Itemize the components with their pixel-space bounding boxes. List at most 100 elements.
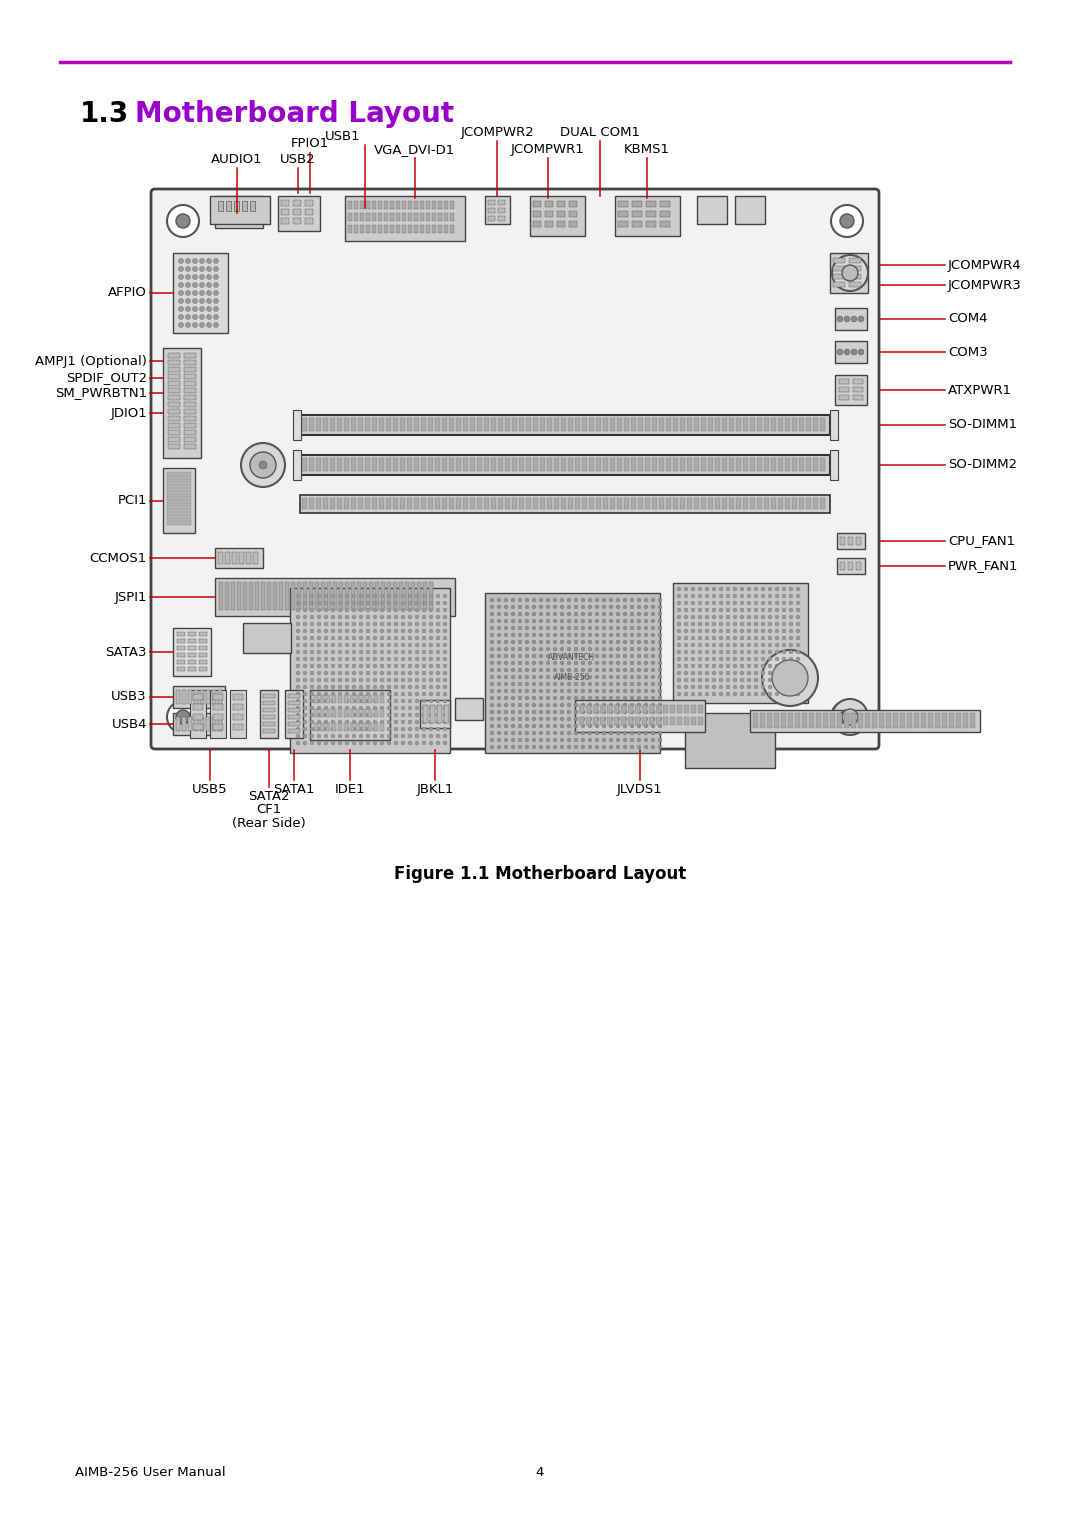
Circle shape <box>497 667 501 672</box>
Circle shape <box>345 692 349 696</box>
Circle shape <box>490 654 494 658</box>
Circle shape <box>504 696 508 699</box>
Circle shape <box>303 657 307 661</box>
Circle shape <box>630 605 634 609</box>
Bar <box>694 498 699 508</box>
Bar <box>291 582 295 609</box>
Bar <box>378 224 382 234</box>
Circle shape <box>719 692 723 696</box>
Circle shape <box>373 615 377 618</box>
Bar <box>417 582 421 609</box>
Circle shape <box>352 741 356 745</box>
Bar <box>372 224 376 234</box>
Circle shape <box>602 599 606 602</box>
Bar <box>390 202 394 209</box>
Bar <box>649 718 654 725</box>
Circle shape <box>740 615 744 618</box>
FancyBboxPatch shape <box>151 189 879 750</box>
Bar <box>309 418 314 431</box>
Circle shape <box>436 637 440 640</box>
Circle shape <box>553 675 557 680</box>
Circle shape <box>532 605 536 609</box>
Bar <box>414 498 419 508</box>
Bar <box>456 418 461 431</box>
Circle shape <box>408 651 411 654</box>
Circle shape <box>644 634 648 637</box>
Circle shape <box>408 602 411 605</box>
Bar <box>199 667 207 670</box>
Circle shape <box>186 275 190 279</box>
Circle shape <box>567 718 571 721</box>
Circle shape <box>561 654 564 658</box>
Bar <box>610 498 615 508</box>
Circle shape <box>310 615 314 618</box>
Circle shape <box>782 637 786 640</box>
Circle shape <box>698 686 702 689</box>
Circle shape <box>497 683 501 686</box>
Circle shape <box>567 618 571 623</box>
Circle shape <box>609 689 613 693</box>
Circle shape <box>401 608 405 612</box>
Bar <box>381 582 384 609</box>
Bar <box>199 632 207 637</box>
Circle shape <box>330 602 335 605</box>
Circle shape <box>726 664 730 667</box>
Circle shape <box>415 608 419 612</box>
Circle shape <box>630 661 634 664</box>
Circle shape <box>443 705 447 710</box>
Bar <box>823 713 828 728</box>
Circle shape <box>768 651 772 654</box>
Circle shape <box>754 686 758 689</box>
Bar <box>477 498 482 508</box>
Bar <box>379 418 384 431</box>
Circle shape <box>658 710 662 715</box>
Circle shape <box>178 282 184 287</box>
Bar <box>557 202 565 208</box>
Text: ADVANTECH: ADVANTECH <box>549 654 595 663</box>
Bar <box>837 713 842 728</box>
Circle shape <box>630 667 634 672</box>
Circle shape <box>318 721 321 724</box>
Circle shape <box>373 670 377 675</box>
Circle shape <box>698 629 702 634</box>
Bar <box>163 348 201 458</box>
Bar <box>788 713 793 728</box>
Circle shape <box>567 647 571 651</box>
Circle shape <box>497 696 501 699</box>
Circle shape <box>214 275 218 279</box>
Circle shape <box>345 699 349 702</box>
Circle shape <box>623 618 627 623</box>
Bar <box>396 202 400 209</box>
Circle shape <box>644 702 648 707</box>
Bar <box>569 202 577 208</box>
Circle shape <box>602 745 606 750</box>
Circle shape <box>789 586 793 591</box>
Bar <box>285 690 303 738</box>
Bar <box>213 704 222 710</box>
Circle shape <box>782 692 786 696</box>
Circle shape <box>539 634 543 637</box>
Bar <box>632 202 642 208</box>
Circle shape <box>705 586 708 591</box>
Circle shape <box>644 745 648 750</box>
Bar <box>188 660 195 664</box>
Circle shape <box>387 670 391 675</box>
Bar <box>420 202 424 209</box>
Circle shape <box>658 618 662 623</box>
Circle shape <box>366 734 370 738</box>
Circle shape <box>539 626 543 631</box>
Circle shape <box>518 640 522 644</box>
Bar <box>568 418 573 431</box>
Bar <box>293 411 301 440</box>
Bar <box>362 695 366 702</box>
Bar <box>264 722 275 725</box>
Circle shape <box>497 634 501 637</box>
Circle shape <box>747 615 751 618</box>
Circle shape <box>651 612 654 615</box>
Text: AIMB-256: AIMB-256 <box>554 673 591 683</box>
Circle shape <box>415 741 419 745</box>
Bar <box>316 458 321 470</box>
Bar <box>339 582 343 609</box>
Bar <box>767 713 772 728</box>
Circle shape <box>609 675 613 680</box>
